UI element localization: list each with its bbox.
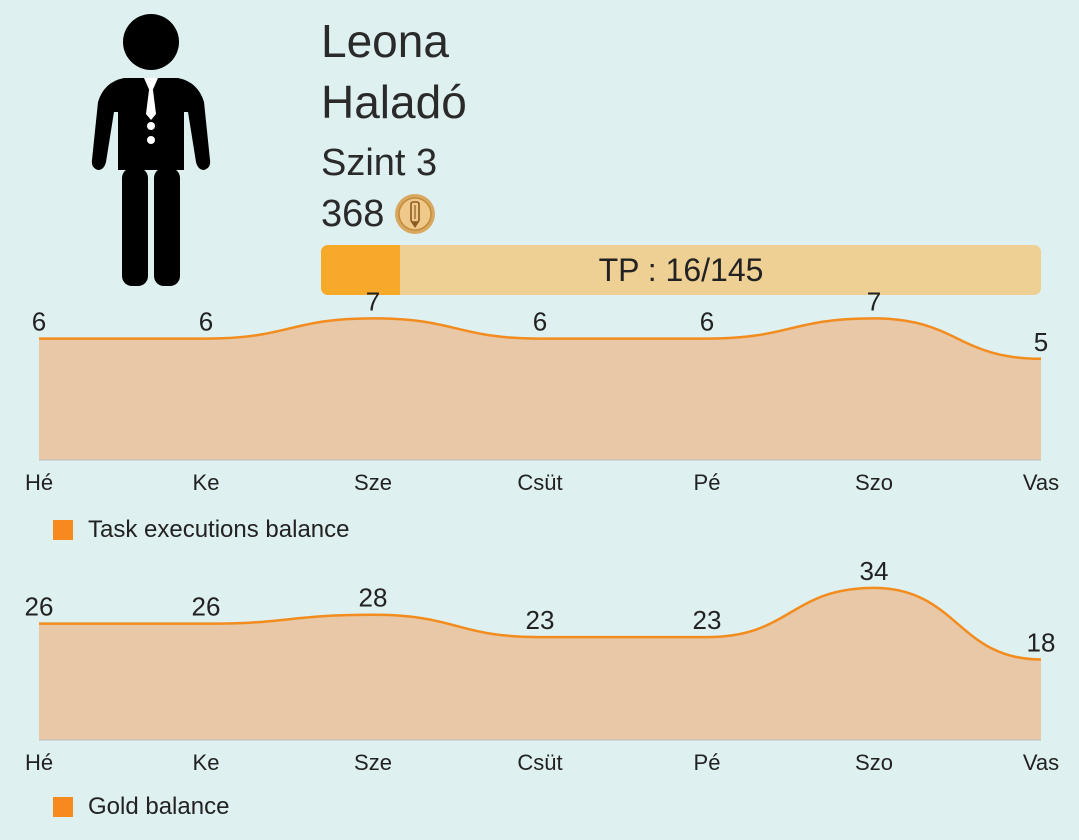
person-in-suit-icon [91, 14, 211, 286]
gold-balance-legend: Gold balance [53, 793, 229, 821]
data-label: 7 [366, 286, 380, 316]
x-tick-label: Vas [1023, 470, 1059, 495]
data-label: 6 [32, 307, 46, 337]
gold-balance-chart: 26 Hé 26 Ke 28 Sze 23 Csüt 23 Pé 34 Szo 18 Vas [25, 556, 1060, 775]
data-label: 23 [693, 605, 722, 635]
legend-swatch [53, 520, 73, 540]
gold-amount: 368 [321, 193, 385, 235]
profile-info: Leona Haladó Szint 3 368 [321, 14, 467, 238]
x-tick-label: Csüt [517, 470, 562, 495]
user-level: Szint 3 [321, 142, 438, 184]
user-name: Leona [321, 15, 449, 67]
x-tick-label: Csüt [517, 750, 562, 775]
x-tick-label: Sze [354, 470, 392, 495]
task-executions-chart: 6 Hé 6 Ke 7 Sze 6 Csüt 6 Pé 7 Szo 5 Vas [25, 286, 1059, 495]
data-label: 23 [526, 605, 555, 635]
tp-progress-bar: TP : 16/145 [321, 245, 1041, 295]
data-label: 34 [860, 556, 889, 586]
coin-icon [395, 194, 436, 234]
series-line [39, 586, 1042, 661]
series-line [39, 317, 1042, 361]
legend-swatch [53, 797, 73, 817]
x-tick-label: Szo [855, 470, 893, 495]
x-tick-label: Pé [694, 470, 721, 495]
x-tick-label: Szo [855, 750, 893, 775]
data-label: 6 [533, 307, 547, 337]
user-rank: Haladó [321, 76, 467, 128]
x-tick-label: Vas [1023, 750, 1059, 775]
task-executions-legend: Task executions balance [53, 516, 350, 544]
x-tick-label: Ke [193, 470, 220, 495]
chart-area-fill [39, 318, 1041, 460]
data-label: 5 [1034, 327, 1048, 357]
tp-progress-label: TP : 16/145 [598, 251, 764, 288]
chart-area-fill [39, 587, 1041, 740]
x-tick-label: Hé [25, 750, 53, 775]
legend-label: Task executions balance [88, 516, 350, 543]
gold-balance: 368 [321, 190, 467, 238]
x-tick-label: Pé [694, 750, 721, 775]
x-tick-label: Ke [193, 750, 220, 775]
data-label: 7 [867, 286, 881, 316]
data-label: 26 [192, 592, 221, 622]
data-label: 26 [25, 592, 54, 622]
data-label: 18 [1027, 627, 1056, 657]
data-label: 6 [199, 307, 213, 337]
x-tick-label: Sze [354, 750, 392, 775]
data-label: 6 [700, 307, 714, 337]
x-tick-label: Hé [25, 470, 53, 495]
data-label: 28 [359, 583, 388, 613]
legend-label: Gold balance [88, 793, 230, 820]
tp-progress-fill [321, 245, 401, 295]
